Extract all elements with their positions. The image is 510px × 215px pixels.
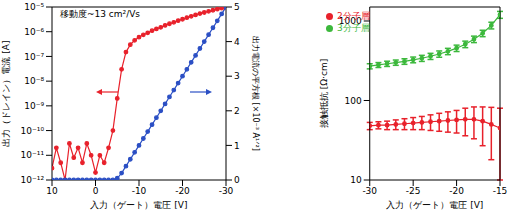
svg-text:-30: -30 <box>219 186 234 196</box>
svg-text:4: 4 <box>234 37 240 47</box>
svg-text:-25: -25 <box>406 186 421 196</box>
svg-text:出力（ドレイン）電流 [A]: 出力（ドレイン）電流 [A] <box>8 40 11 146</box>
svg-text:5: 5 <box>234 2 240 12</box>
svg-text:2: 2 <box>234 106 240 116</box>
svg-text:-20: -20 <box>175 186 190 196</box>
svg-text:10⁻⁶: 10⁻⁶ <box>24 27 44 37</box>
svg-text:3: 3 <box>234 71 240 81</box>
svg-text:0: 0 <box>93 186 99 196</box>
svg-text:100: 100 <box>345 96 362 106</box>
svg-text:入力（ゲート）電圧 [V]: 入力（ゲート）電圧 [V] <box>386 200 483 210</box>
svg-text:-15: -15 <box>493 186 502 196</box>
svg-text:出力電流の平方根 [×10⁻³ A¹ᐟ²]: 出力電流の平方根 [×10⁻³ A¹ᐟ²] <box>251 36 260 151</box>
svg-text:10⁻¹⁰: 10⁻¹⁰ <box>21 126 45 136</box>
svg-text:1000: 1000 <box>339 16 362 26</box>
svg-text:10⁻⁸: 10⁻⁸ <box>24 76 44 86</box>
svg-text:-30: -30 <box>362 186 377 196</box>
svg-text:0: 0 <box>234 175 240 185</box>
svg-text:10⁻⁹: 10⁻⁹ <box>24 101 44 111</box>
svg-text:10: 10 <box>350 175 362 185</box>
svg-text:接触抵抗 [Ω·cm]: 接触抵抗 [Ω·cm] <box>319 59 329 128</box>
svg-text:10: 10 <box>46 186 58 196</box>
svg-text:-20: -20 <box>449 186 464 196</box>
svg-text:10⁻⁷: 10⁻⁷ <box>24 52 44 62</box>
svg-text:10⁻¹¹: 10⁻¹¹ <box>21 150 45 160</box>
svg-text:10⁻⁵: 10⁻⁵ <box>24 2 44 12</box>
svg-text:-10: -10 <box>132 186 147 196</box>
svg-text:10⁻¹²: 10⁻¹² <box>21 175 45 185</box>
svg-text:入力（ゲート）電圧 [V]: 入力（ゲート）電圧 [V] <box>90 200 187 210</box>
svg-text:1: 1 <box>234 141 240 151</box>
